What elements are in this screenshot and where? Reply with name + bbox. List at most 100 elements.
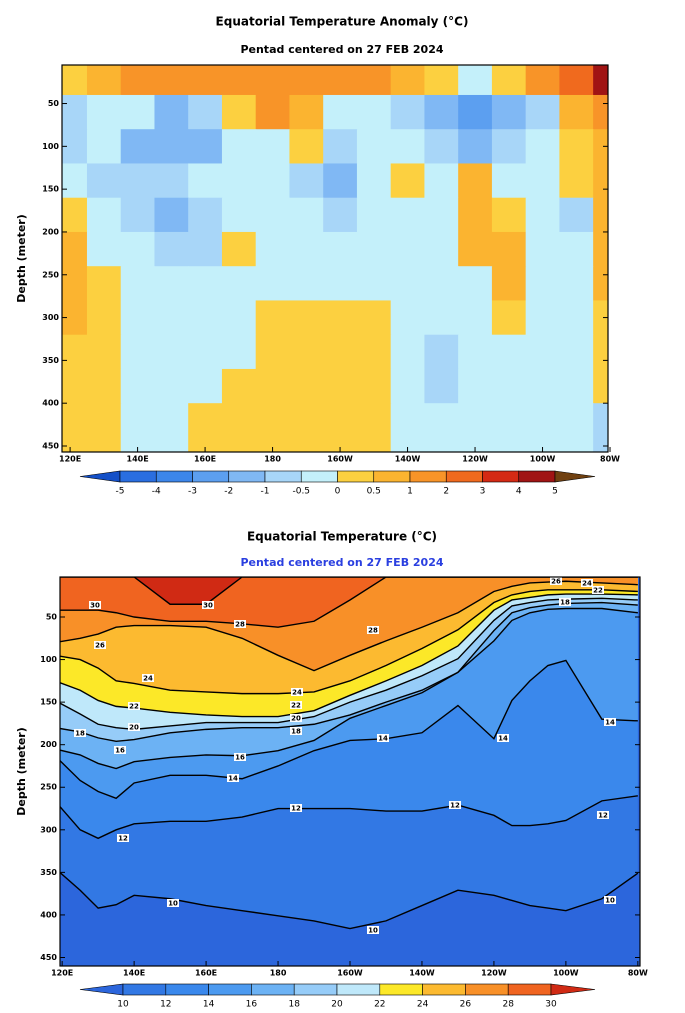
cell [390, 300, 425, 336]
cell [221, 197, 257, 233]
cell [559, 334, 594, 370]
colorbar-label: 10 [117, 1000, 129, 1010]
cell [255, 300, 290, 336]
cell [154, 197, 189, 233]
cell [86, 266, 122, 301]
cell [491, 163, 527, 199]
contour-label-box [290, 701, 302, 709]
cell [458, 334, 493, 370]
cell [491, 403, 527, 452]
colorbar-swatch [507, 983, 552, 996]
cell [491, 300, 527, 336]
contour-label: 14 [378, 735, 388, 743]
cell [154, 368, 189, 404]
colorbar-swatch [228, 470, 266, 483]
cell [120, 163, 155, 199]
chart-subtitle: Pentad centered on 27 FEB 2024 [240, 556, 443, 569]
cell [356, 94, 392, 130]
cell [491, 266, 527, 301]
x-tick-label: 180 [270, 969, 287, 978]
cell [188, 65, 223, 96]
contour-label: 24 [143, 675, 153, 683]
cell [424, 334, 459, 370]
cell [154, 163, 189, 199]
cell [62, 334, 88, 370]
cell [86, 94, 122, 130]
colorbar-label: 4 [516, 487, 522, 497]
cell [559, 266, 594, 301]
y-tick-label: 200 [40, 740, 57, 749]
contour-label-box [290, 804, 302, 812]
contour-line [60, 871, 639, 930]
cell [458, 403, 493, 452]
cell [289, 129, 324, 164]
x-tick-label: 120E [51, 969, 73, 978]
colorbar-swatch [379, 983, 423, 996]
cell [390, 197, 425, 233]
cell [593, 334, 608, 370]
cell [154, 65, 189, 96]
colorbar-swatch [251, 983, 295, 996]
cell [491, 334, 527, 370]
x-tick-label: 120W [462, 455, 488, 464]
colorbar-swatch [192, 470, 230, 483]
cell [390, 403, 425, 452]
colorbar-label: 26 [460, 1000, 472, 1010]
contour-label-box [202, 601, 214, 609]
contour-label-box [142, 674, 154, 682]
colorbar-label: 22 [374, 1000, 385, 1010]
y-tick-label: 450 [42, 442, 59, 451]
cell [559, 300, 594, 336]
contour-label: 24 [292, 689, 302, 697]
chart-subtitle: Pentad centered on 27 FEB 2024 [240, 43, 443, 56]
contour-label-box [128, 723, 140, 731]
contour-label-box [550, 577, 562, 585]
contour-label-box [128, 702, 140, 710]
cell [525, 231, 560, 267]
colorbar-label: 28 [502, 1000, 514, 1010]
cell [356, 403, 392, 452]
cell [62, 231, 88, 267]
colorbar-low [79, 983, 124, 996]
cell [525, 163, 560, 199]
cell [525, 368, 560, 404]
cell [120, 300, 155, 336]
cell [424, 129, 459, 164]
x-tick-label: 160E [194, 455, 216, 464]
colorbar-label: 2 [443, 487, 449, 497]
y-tick-label: 400 [42, 399, 59, 408]
contour-label-box [74, 729, 86, 737]
colorbar-label: 24 [417, 1000, 429, 1010]
contour-label: 26 [95, 642, 105, 650]
cell [424, 163, 459, 199]
colorbar-label: 20 [331, 1000, 343, 1010]
colorbar-swatch [122, 983, 167, 996]
x-tick-label: 180 [264, 455, 281, 464]
cell [62, 94, 88, 130]
cell [424, 94, 459, 130]
cell [390, 231, 425, 267]
contour-label-box [291, 688, 303, 696]
cell [323, 334, 358, 370]
y-tick-label: 450 [40, 953, 57, 962]
contour-label: 20 [291, 715, 301, 723]
cell [323, 65, 358, 96]
contour-line [60, 577, 638, 628]
cell [424, 65, 459, 96]
x-tick-label: 160W [337, 969, 363, 978]
cell [289, 94, 324, 130]
cell [491, 231, 527, 267]
colorbar-swatch [300, 470, 338, 483]
contour-label: 22 [593, 587, 603, 595]
cell [86, 368, 122, 404]
contour-label-box [377, 734, 389, 742]
contour-label-box [89, 601, 101, 609]
cell [221, 403, 257, 452]
contour-line [60, 589, 638, 695]
cell [255, 266, 290, 301]
contour-label: 18 [560, 599, 570, 607]
y-tick-label: 50 [46, 613, 58, 622]
cell [390, 368, 425, 404]
cell [255, 94, 290, 130]
